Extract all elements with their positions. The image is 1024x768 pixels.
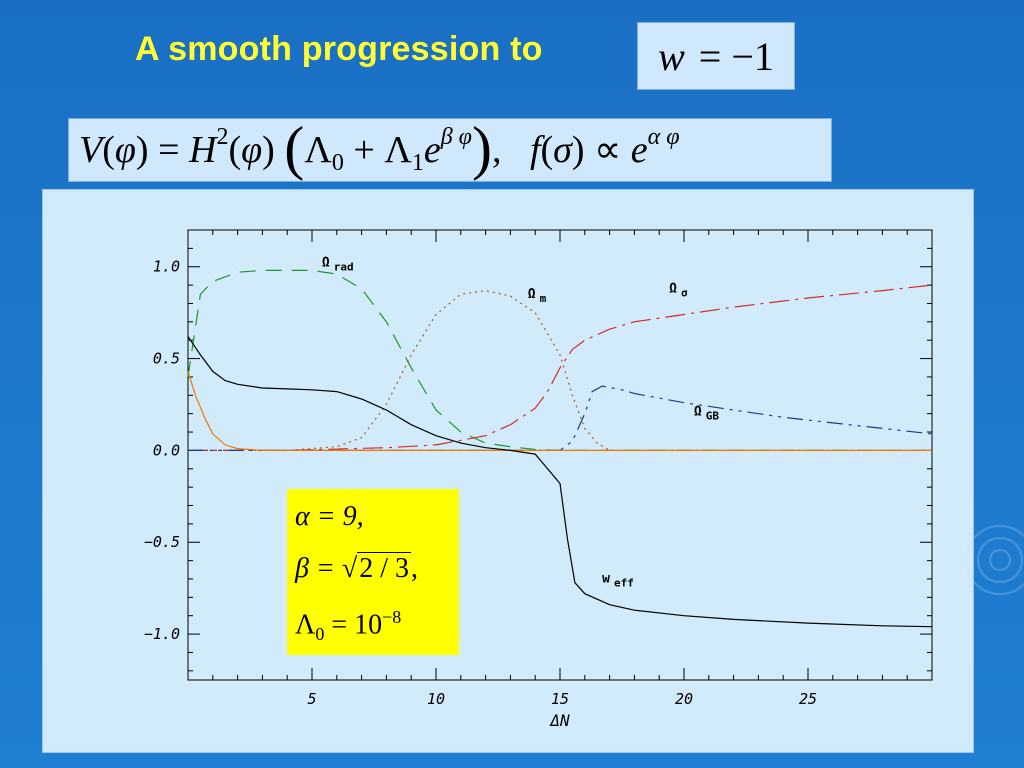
series-line-ω-σ (188, 284, 933, 451)
equation-w-rhs: = −1 (698, 33, 774, 79)
x-tick-label: 20 (675, 690, 693, 708)
curve-annotation: Ω GB (694, 405, 719, 423)
y-tick-label: −1.0 (144, 625, 180, 643)
y-tick-label: 1.0 (153, 258, 180, 276)
x-axis-label: ΔN (549, 711, 570, 730)
equation-w-box: w = −1 (637, 22, 795, 90)
parameter-box: α = 9, β = √2 / 3, Λ0 = 10−8 (287, 489, 459, 655)
equation-w-lhs: w (658, 33, 685, 79)
param-beta: β = √2 / 3, (295, 552, 418, 584)
param-beta-radicand: 2 / 3 (357, 552, 411, 584)
x-tick-label: 5 (307, 690, 316, 708)
y-tick-label: 0.0 (153, 441, 180, 459)
plot-panel (42, 189, 974, 753)
potential-equation-box: V(φ) = H2(φ) (Λ0 + Λ1eβ φ), f(σ) ∝ eα φ (68, 118, 832, 182)
param-lambda: Λ0 = 10−8 (295, 607, 402, 644)
curve-annotation: w eff (602, 572, 634, 590)
series-line-orange (187, 371, 932, 451)
x-tick-label: 10 (427, 690, 445, 708)
potential-equation: V(φ) = H2(φ) (Λ0 + Λ1eβ φ), f(σ) ∝ eα φ (79, 114, 680, 181)
y-tick-label: 0.5 (153, 350, 180, 368)
slide-title: A smooth progression to (135, 30, 543, 68)
x-tick-label: 25 (799, 690, 817, 708)
ripple-decoration (965, 525, 1024, 595)
series-line-ω-rad (187, 269, 932, 451)
param-alpha: α = 9, (295, 501, 364, 532)
series-line-ω-gb (188, 385, 933, 451)
series-line-ω-m (188, 289, 932, 451)
y-tick-label: −0.5 (144, 533, 180, 551)
series-line-w-eff (187, 336, 933, 628)
x-tick-label: 15 (551, 690, 569, 708)
